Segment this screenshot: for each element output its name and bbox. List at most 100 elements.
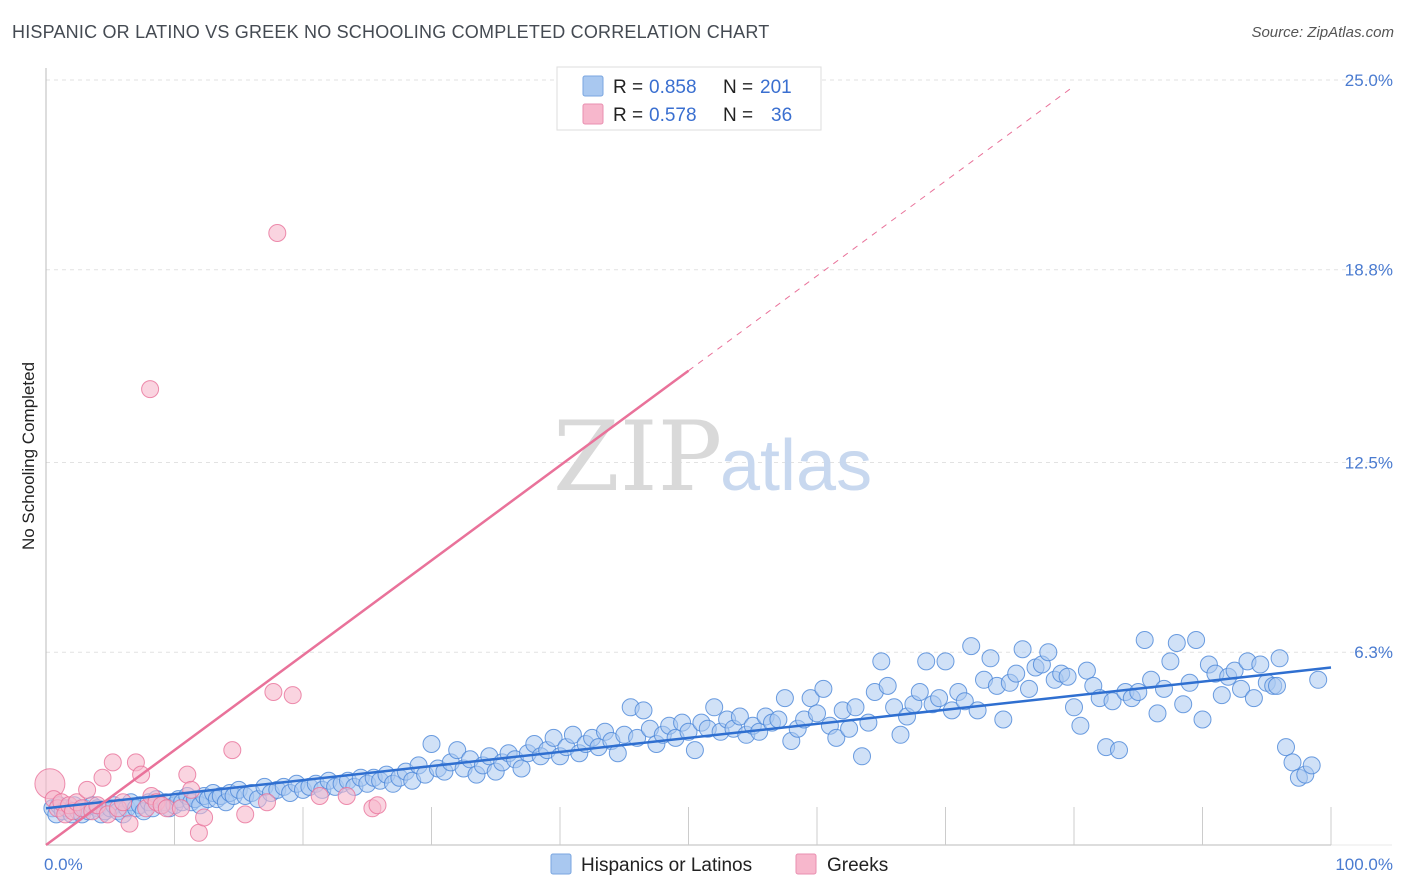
point-hispanic — [634, 701, 653, 720]
point-greek — [93, 768, 112, 787]
point-hispanic — [917, 652, 936, 671]
point-hispanic — [840, 719, 859, 738]
trend-line-hispanic — [45, 666, 1332, 810]
point-greek — [236, 805, 255, 824]
bottom-legend-swatch-hispanic — [550, 853, 572, 875]
y-tick-label: 6.3% — [1354, 643, 1393, 662]
point-greek — [178, 765, 197, 784]
point-hispanic — [1077, 661, 1096, 680]
point-hispanic — [1244, 689, 1263, 708]
point-hispanic — [910, 683, 929, 701]
legend-n-value: 201 — [760, 77, 792, 98]
chart-source: Source: ZipAtlas.com — [1251, 24, 1394, 41]
point-hispanic — [1065, 698, 1083, 717]
legend-n-value: 36 — [771, 105, 792, 126]
point-greek — [195, 808, 214, 827]
point-hispanic — [563, 725, 582, 744]
point-hispanic — [1309, 670, 1328, 689]
point-hispanic — [422, 735, 441, 753]
y-tick-label: 25.0% — [1345, 71, 1393, 90]
trend-line-greek-extension — [688, 85, 1075, 372]
point-hispanic — [1187, 631, 1206, 649]
point-hispanic — [679, 722, 698, 741]
legend-r-value: 0.578 — [649, 105, 697, 126]
x-tick-labels: 0.0% 100.0% — [44, 855, 1393, 874]
point-hispanic — [962, 637, 981, 656]
point-greek — [120, 814, 139, 833]
watermark-zip: ZIP — [553, 401, 722, 513]
point-hispanic — [1174, 695, 1193, 714]
point-hispanic — [827, 728, 846, 747]
legend-r-label: R = — [613, 105, 643, 126]
point-hispanic — [981, 649, 1000, 668]
point-hispanic — [1283, 753, 1302, 772]
point-hispanic — [1148, 704, 1167, 723]
watermark-atlas: atlas — [720, 426, 872, 506]
point-hispanic — [544, 728, 563, 747]
point-greek — [114, 793, 133, 812]
y-tick-label: 12.5% — [1345, 454, 1393, 473]
legend-r-label: R = — [613, 77, 643, 98]
point-hispanic — [878, 676, 897, 695]
point-greek — [141, 380, 160, 399]
chart-title: HISPANIC OR LATINO VS GREEK NO SCHOOLING… — [12, 22, 770, 42]
point-greek — [78, 780, 97, 799]
point-greek — [258, 793, 276, 812]
top-legend: R = 0.858 N = 201 R = 0.578 N = 36 — [556, 66, 822, 131]
point-hispanic — [769, 710, 788, 729]
point-hispanic — [512, 759, 531, 778]
legend-n-label: N = — [723, 105, 753, 126]
point-hispanic — [1212, 686, 1231, 705]
point-greek — [171, 799, 190, 818]
point-hispanic — [1129, 683, 1148, 701]
point-hispanic — [775, 689, 794, 708]
point-greek — [264, 683, 283, 701]
bottom-legend-label-hispanic: Hispanics or Latinos — [581, 855, 752, 876]
point-hispanic — [448, 741, 467, 760]
point-greek — [223, 741, 242, 760]
point-greek — [337, 787, 356, 805]
point-hispanic — [936, 652, 955, 671]
point-hispanic — [853, 747, 871, 766]
bottom-legend-swatch-greek — [795, 853, 817, 875]
point-hispanic — [1268, 676, 1286, 695]
y-tick-label: 18.8% — [1345, 261, 1393, 280]
point-hispanic — [730, 707, 749, 726]
point-hispanic — [1270, 649, 1289, 668]
legend-swatch-hispanic — [582, 75, 604, 97]
point-hispanic — [955, 692, 974, 711]
point-hispanic — [1232, 679, 1250, 698]
point-greek — [182, 780, 201, 799]
point-hispanic — [846, 698, 865, 717]
point-hispanic — [1161, 652, 1180, 671]
point-greek — [268, 224, 287, 242]
point-hispanic — [872, 652, 891, 671]
point-greek — [103, 753, 122, 772]
legend-r-value: 0.858 — [649, 77, 697, 98]
trend-line-greek — [45, 369, 690, 847]
bottom-legend: Hispanics or Latinos Greeks — [550, 853, 888, 876]
point-hispanic — [705, 698, 724, 717]
x-tick-label-min: 0.0% — [44, 855, 83, 874]
point-greek — [189, 823, 208, 842]
point-hispanic — [1302, 756, 1321, 775]
point-hispanic — [801, 689, 820, 708]
y-tick-labels: 6.3% 12.5% 18.8% 25.0% — [1345, 71, 1393, 662]
point-hispanic — [1071, 716, 1090, 735]
point-hispanic — [1277, 738, 1295, 757]
point-hispanic — [1039, 643, 1058, 662]
point-hispanic — [814, 679, 833, 698]
legend-n-label: N = — [723, 77, 753, 98]
y-axis-title: No Schooling Completed — [19, 362, 38, 550]
point-hispanic — [1020, 679, 1038, 698]
point-greek — [368, 796, 387, 815]
x-tick-label-max: 100.0% — [1335, 855, 1393, 874]
bottom-legend-label-greek: Greeks — [827, 855, 888, 876]
point-hispanic — [1058, 667, 1077, 686]
axes — [45, 68, 1332, 846]
point-hispanic — [891, 725, 910, 744]
point-hispanic — [1013, 640, 1032, 659]
point-hispanic — [1135, 631, 1154, 649]
point-greek — [310, 787, 329, 805]
